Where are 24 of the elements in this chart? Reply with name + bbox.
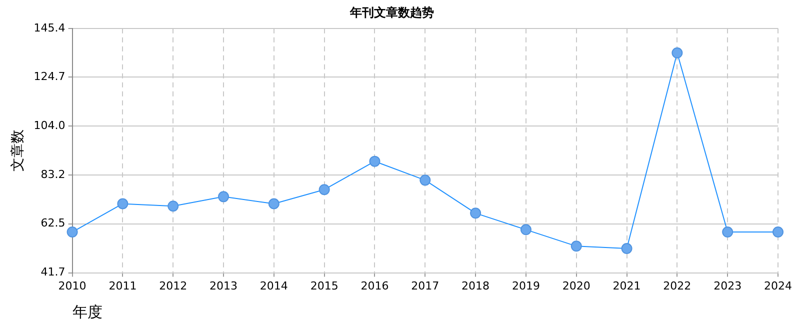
x-tick-label: 2010 xyxy=(58,279,86,292)
x-tick-label: 2015 xyxy=(310,279,338,292)
x-tick-label: 2016 xyxy=(360,279,389,292)
y-tick-label: 83.2 xyxy=(40,168,66,181)
chart-title: 年刊文章数趋势 xyxy=(349,5,434,20)
y-tick-label: 62.5 xyxy=(40,216,66,230)
x-tick-label: 2014 xyxy=(260,279,288,292)
x-axis-title: 年度 xyxy=(72,302,102,321)
x-tick-label: 2022 xyxy=(663,279,692,292)
x-tick-label: 2017 xyxy=(411,279,440,292)
x-tick-label: 2024 xyxy=(764,279,792,292)
y-tick-label: 124.7 xyxy=(34,70,66,84)
y-tick-label: 145.4 xyxy=(34,21,66,34)
x-tick-label: 2023 xyxy=(714,279,742,292)
x-tick-label: 2012 xyxy=(159,279,188,292)
x-tick-label: 2019 xyxy=(512,279,540,292)
x-tick-label: 2020 xyxy=(562,279,590,292)
y-tick-label: 104.0 xyxy=(34,118,66,132)
x-tick-label: 2021 xyxy=(612,279,641,292)
y-axis-title: 文章数 xyxy=(10,130,26,172)
y-tick-label: 41.7 xyxy=(40,266,66,279)
x-tick-label: 2018 xyxy=(462,279,490,292)
x-tick-label: 2013 xyxy=(210,279,238,292)
x-tick-label: 2011 xyxy=(108,279,137,292)
